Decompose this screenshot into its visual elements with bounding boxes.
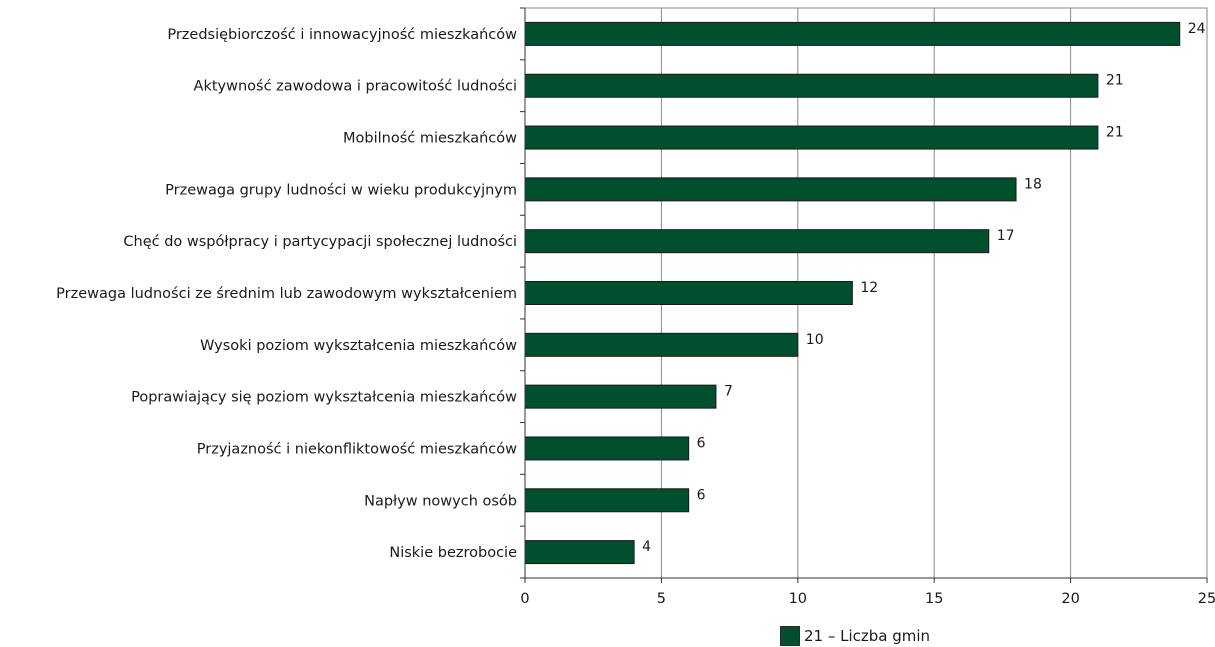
- category-label: Poprawiający się poziom wykształcenia mi…: [131, 390, 517, 406]
- category-label: Aktywność zawodowa i pracowitość ludnośc…: [194, 79, 517, 95]
- legend-swatch: [780, 626, 800, 646]
- bar: [524, 384, 717, 409]
- category-label: Chęć do współpracy i partycypacji społec…: [123, 234, 517, 250]
- x-tick-label: 0: [520, 591, 529, 607]
- category-label: Napływ nowych osób: [364, 493, 517, 509]
- labels: 0 5 10 15 20 25 Przedsiębiorczość i innowacyjn…: [56, 21, 1215, 607]
- x-tick-label: 5: [657, 591, 666, 607]
- bar: [524, 540, 635, 565]
- category-label: Przedsiębiorczość i innowacyjność mieszk…: [167, 27, 517, 43]
- category-label: Niskie bezrobocie: [389, 545, 517, 561]
- bar: [524, 332, 799, 357]
- data-label: 7: [724, 384, 733, 400]
- x-tick-label: 10: [789, 591, 807, 607]
- bars: [524, 21, 1181, 565]
- x-tick-label: 20: [1061, 591, 1079, 607]
- data-label: 21: [1106, 125, 1124, 141]
- x-tick-label: 15: [925, 591, 943, 607]
- bar: [524, 488, 690, 513]
- x-tick-label: 25: [1198, 591, 1215, 607]
- bar: [524, 21, 1181, 46]
- bar: [524, 436, 690, 461]
- category-label: Wysoki poziom wykształcenia mieszkańców: [200, 338, 517, 354]
- category-label: Mobilność mieszkańców: [343, 131, 517, 147]
- bar: [524, 177, 1017, 202]
- legend-label: 21 – Liczba gmin: [804, 627, 931, 645]
- data-label: 18: [1024, 176, 1042, 192]
- data-label: 10: [806, 332, 824, 348]
- data-label: 12: [860, 280, 878, 296]
- bar: [524, 73, 1099, 98]
- bar-chart: 0 5 10 15 20 25 Przedsiębiorczość i innowacyjn…: [56, 7, 1215, 607]
- data-label: 17: [997, 228, 1015, 244]
- data-label: 6: [697, 487, 706, 503]
- bar: [524, 281, 853, 305]
- data-label: 6: [697, 435, 706, 451]
- legend: 21 – Liczba gmin: [780, 625, 930, 647]
- data-label: 4: [642, 539, 651, 555]
- data-label: 24: [1188, 21, 1206, 37]
- bar: [524, 125, 1099, 150]
- bar: [524, 229, 990, 254]
- category-label: Przyjazność i niekonfliktowość mieszkańc…: [197, 441, 517, 457]
- data-label: 21: [1106, 73, 1124, 89]
- category-label: Przewaga ludności ze średnim lub zawodow…: [56, 286, 517, 302]
- axes: [520, 7, 1208, 583]
- category-label: Przewaga grupy ludności w wieku produkcy…: [165, 182, 517, 198]
